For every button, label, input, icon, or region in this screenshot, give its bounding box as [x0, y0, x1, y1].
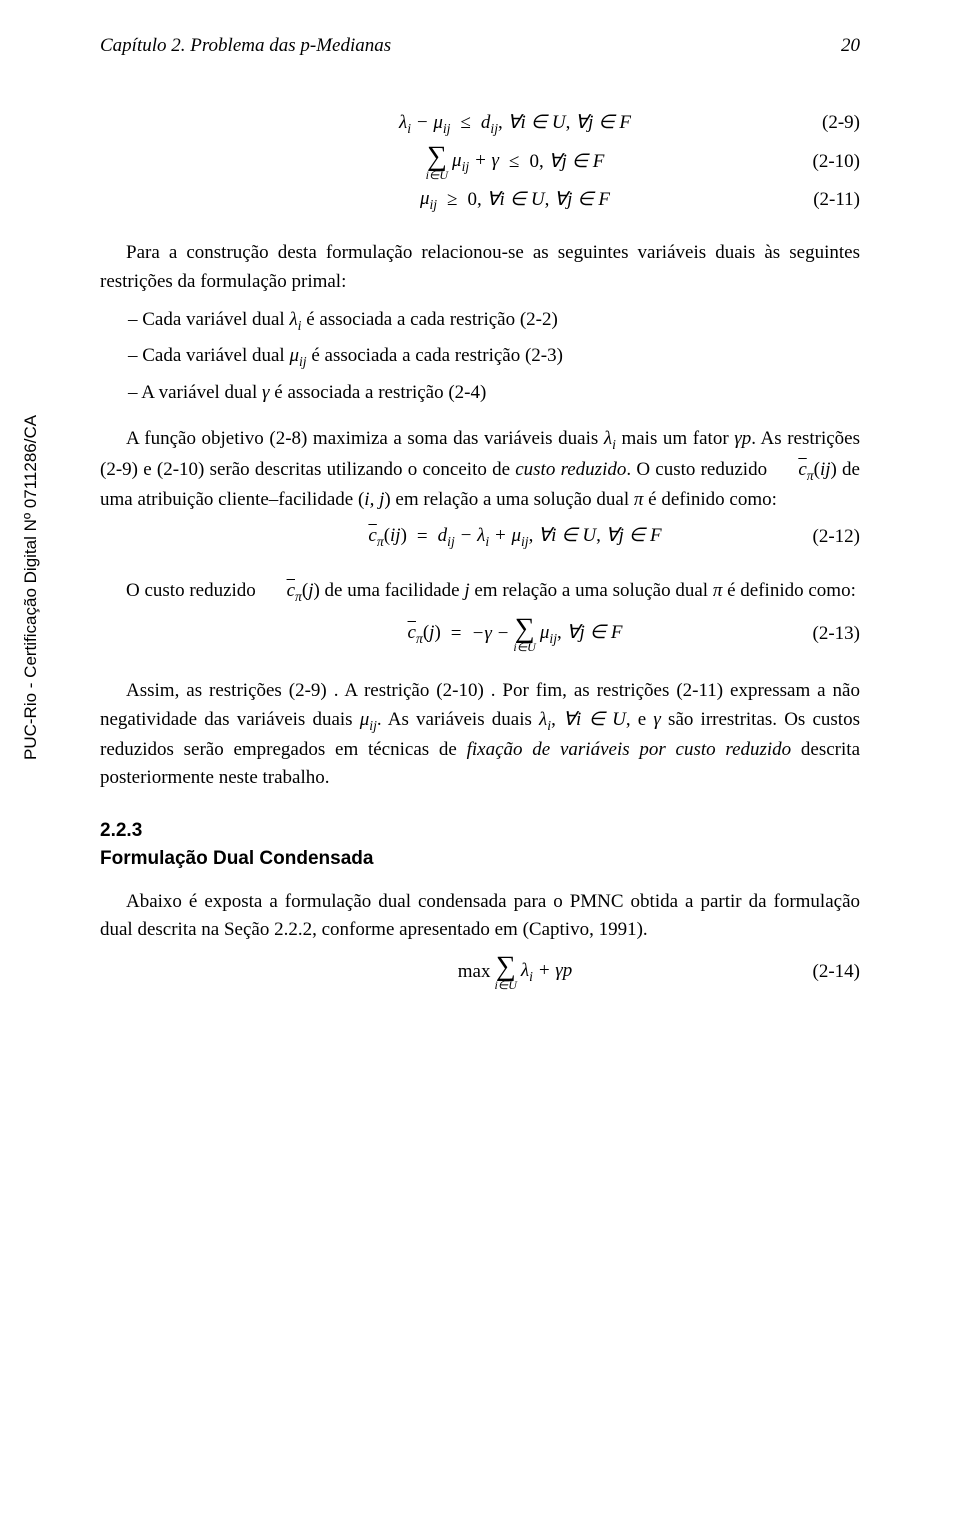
- page-header: Capítulo 2. Problema das p-Medianas 20: [100, 32, 860, 61]
- chapter-title: Problema das p-Medianas: [190, 35, 391, 56]
- list-item: Cada variável dual μij é associada a cad…: [128, 342, 860, 372]
- certification-watermark: PUC-Rio - Certificação Digital Nº 071128…: [18, 415, 44, 760]
- equation-group-dual-constraints: λi − μij ≤ dij, ∀i ∈ U, ∀j ∈ F (2-9) ∑i∈…: [100, 109, 860, 216]
- section-number: 2.2.3: [100, 817, 860, 846]
- list-item: Cada variável dual λi é associada a cada…: [128, 306, 860, 336]
- list-item: A variável dual γ é associada a restriçã…: [128, 379, 860, 408]
- equation-2-9: λi − μij ≤ dij, ∀i ∈ U, ∀j ∈ F (2-9): [100, 109, 860, 139]
- equation-2-12: cπ(ij) = dij − λi + μij, ∀i ∈ U, ∀j ∈ F …: [100, 522, 860, 552]
- equation-2-14: max ∑i∈U λi + γp (2-14): [100, 953, 860, 991]
- equation-number: (2-9): [790, 109, 860, 138]
- equation-2-11: μij ≥ 0, ∀i ∈ U, ∀j ∈ F (2-11): [100, 185, 860, 215]
- equation-number: (2-14): [790, 958, 860, 987]
- equation-number: (2-13): [790, 620, 860, 649]
- page-number: 20: [841, 32, 860, 61]
- section-title: Formulação Dual Condensada: [100, 845, 860, 874]
- header-left: Capítulo 2. Problema das p-Medianas: [100, 32, 391, 61]
- paragraph-objective: A função objetivo (2-8) maximiza a soma …: [100, 425, 860, 514]
- paragraph-condensed-intro: Abaixo é exposta a formulação dual conde…: [100, 888, 860, 945]
- variable-list: Cada variável dual λi é associada a cada…: [128, 306, 860, 407]
- term-fixacao: fixação de variáveis por custo reduzido: [467, 739, 792, 760]
- paragraph-constraints-summary: Assim, as restrições (2-9) . A restrição…: [100, 677, 860, 793]
- paragraph-intro: Para a construção desta formulação relac…: [100, 239, 860, 296]
- equation-2-13: cπ(j) = −γ − ∑i∈U μij, ∀j ∈ F (2-13): [100, 615, 860, 653]
- equation-2-10: ∑i∈U μij + γ ≤ 0, ∀j ∈ F (2-10): [100, 143, 860, 181]
- equation-number: (2-10): [790, 148, 860, 177]
- equation-number: (2-11): [790, 186, 860, 215]
- equation-number: (2-12): [790, 523, 860, 552]
- term-custo-reduzido: custo reduzido: [515, 459, 626, 480]
- paragraph-facility-cost: O custo reduzido cπ(j) de uma facilidade…: [100, 577, 860, 607]
- chapter-number: Capítulo 2.: [100, 35, 186, 56]
